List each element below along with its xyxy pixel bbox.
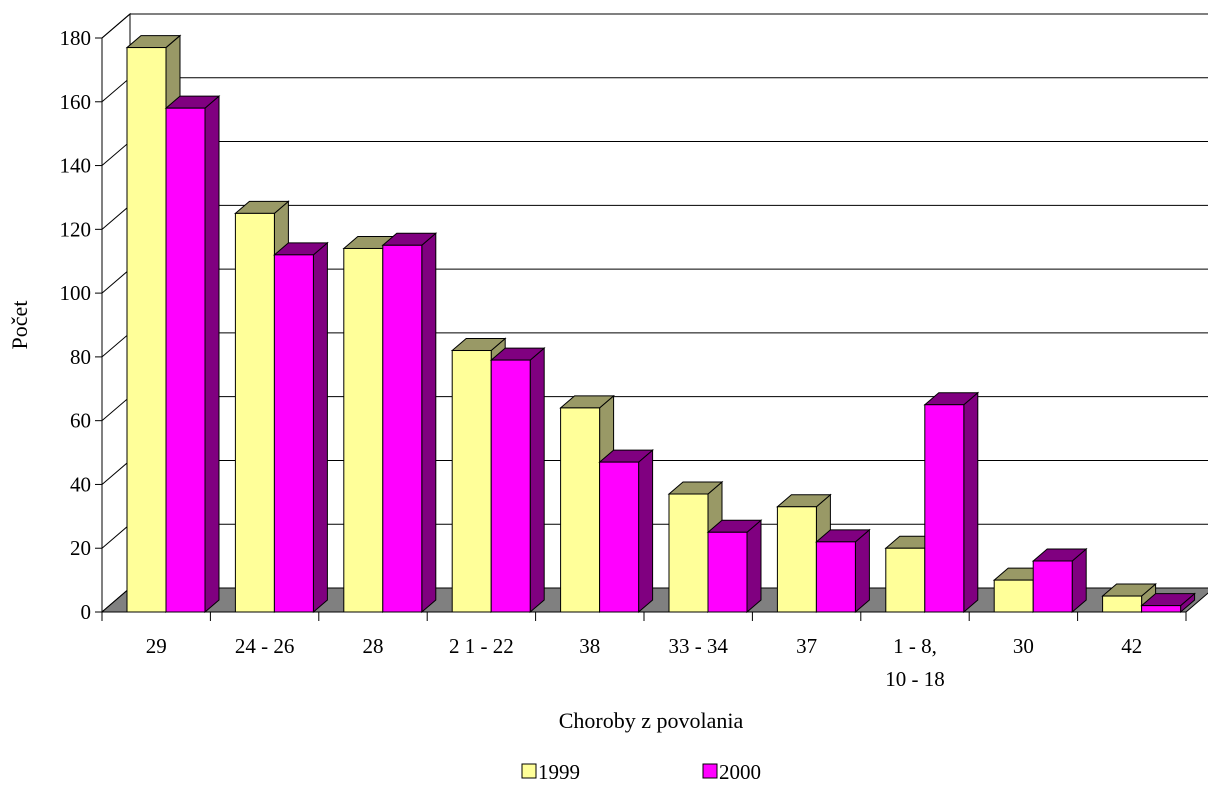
legend: 1999 2000: [521, 760, 761, 784]
x-tick-label: 10 - 18: [885, 667, 945, 691]
bar-front: [165, 107, 206, 613]
bar: [706, 519, 763, 614]
legend-swatch: [702, 763, 718, 779]
bar-side: [638, 449, 654, 614]
y-tick-label: 80: [70, 345, 91, 369]
x-tick-label: 1 - 8,: [893, 634, 937, 658]
y-tick-label: 60: [70, 409, 91, 433]
legend-label: 2000: [719, 760, 761, 784]
bar-front: [815, 541, 856, 613]
bar-side: [529, 346, 545, 614]
bar-front: [776, 506, 817, 613]
bar: [489, 346, 546, 614]
bar-front: [234, 212, 275, 613]
y-tick-label: 180: [60, 26, 92, 50]
y-tick-label: 120: [60, 217, 92, 241]
bar-front: [599, 461, 640, 613]
bar-front: [1141, 605, 1182, 613]
x-axis-title: Choroby z povolania: [559, 708, 744, 733]
bar-front: [885, 547, 926, 613]
bar-side: [204, 95, 220, 614]
bar-front: [1102, 595, 1143, 613]
bar-side: [963, 391, 979, 614]
x-tick-label: 33 - 34: [668, 634, 728, 658]
x-tick-label: 24 - 26: [235, 634, 295, 658]
x-tick-label: 42: [1121, 634, 1142, 658]
x-tick-label: 28: [363, 634, 384, 658]
bar-front: [343, 247, 384, 613]
bar: [273, 241, 329, 614]
y-tick-label: 20: [70, 536, 91, 560]
bar: [598, 449, 654, 614]
bars: [125, 34, 1196, 614]
y-tick-label: 40: [70, 472, 91, 496]
bar: [164, 95, 221, 614]
legend-item: 2000: [702, 760, 761, 784]
y-tick-label: 140: [60, 154, 92, 178]
bar-front: [924, 404, 965, 613]
bar-side: [746, 519, 762, 614]
legend-item: 1999: [521, 760, 580, 784]
bar-side: [421, 232, 437, 614]
bar-front: [382, 244, 423, 613]
bar: [1140, 592, 1196, 614]
bar: [381, 232, 438, 614]
labels: 0 20 40 60 80 100 120 140 160 180 29 24 - 26 28 2 1 -…: [60, 26, 1143, 691]
x-tick-label: 29: [146, 634, 167, 658]
bar-front: [126, 47, 167, 613]
y-tick-label: 0: [81, 600, 92, 624]
bar: [667, 480, 724, 614]
bar-front: [668, 493, 709, 613]
bar: [1031, 547, 1088, 614]
x-tick-label: 38: [579, 634, 600, 658]
gridline: [101, 13, 1208, 39]
x-tick-label: 2 1 - 22: [449, 634, 514, 658]
bar-front: [707, 531, 748, 613]
bar-front: [993, 579, 1034, 613]
legend-label: 1999: [538, 760, 580, 784]
bar: [815, 528, 871, 614]
y-axis-title: Počet: [7, 301, 32, 350]
bar-front: [490, 359, 531, 613]
bar-front: [560, 407, 601, 613]
x-tick-label: 37: [796, 634, 817, 658]
bar-side: [854, 528, 870, 614]
side-wall: [101, 12, 131, 614]
bar-side: [312, 241, 328, 614]
bar-front: [451, 350, 492, 613]
bar-front: [1032, 560, 1073, 613]
bar-front: [273, 254, 314, 613]
y-tick-label: 100: [60, 281, 92, 305]
bar: [923, 391, 980, 614]
y-tick-label: 160: [60, 90, 92, 114]
legend-swatch: [521, 763, 537, 779]
x-tick-label: 30: [1013, 634, 1034, 658]
